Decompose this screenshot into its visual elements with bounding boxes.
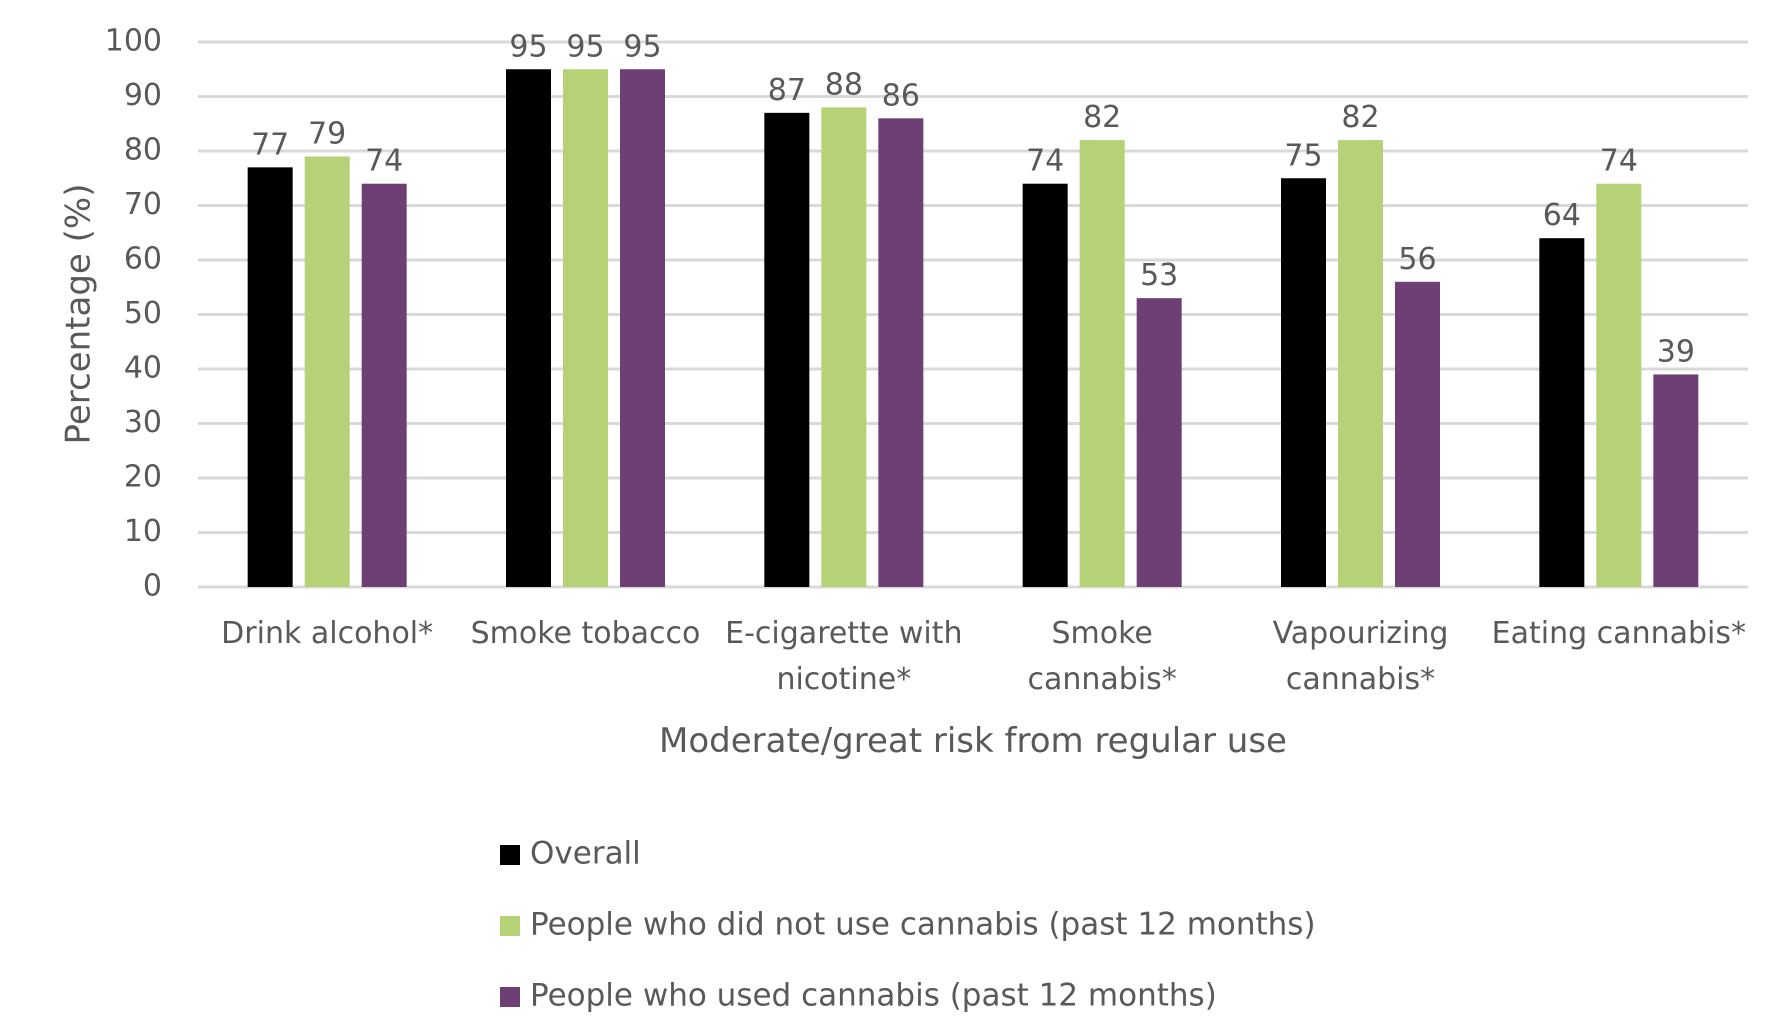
category-label-line: nicotine*	[776, 662, 911, 697]
y-tick-label: 70	[124, 187, 162, 222]
category-label: Eating cannabis*	[1492, 616, 1746, 651]
category-label-line: Smoke tobacco	[471, 616, 701, 651]
legend: Overall People who did not use cannabis (…	[500, 836, 1316, 1014]
bar-1-2	[506, 69, 551, 587]
y-tick-label: 20	[124, 460, 162, 495]
data-label: 87	[768, 73, 806, 108]
category-label-line: E-cigarette with	[725, 616, 962, 651]
y-tick-label: 30	[124, 405, 162, 440]
bar-3-6	[1653, 374, 1699, 587]
bar-1-4	[1022, 183, 1068, 587]
bar-1-3	[764, 112, 810, 587]
bar-2-2	[563, 69, 608, 587]
data-label: 77	[251, 127, 289, 162]
data-label: 95	[623, 29, 661, 64]
category-label: Vapourizing cannabis*	[1273, 616, 1449, 697]
data-labels: 77 79 74 95 95 95 87 88 86 74 82 53 75 82 56 64 74 39	[251, 29, 1695, 369]
data-label: 74	[365, 144, 403, 179]
legend-swatch	[500, 987, 520, 1007]
data-label: 75	[1284, 138, 1322, 173]
data-label: 39	[1657, 334, 1695, 369]
data-label: 53	[1140, 258, 1178, 293]
category-label-line: cannabis*	[1286, 662, 1435, 697]
y-tick-label: 10	[124, 514, 162, 549]
bars	[247, 69, 1699, 588]
bar-3-5	[1395, 281, 1440, 587]
y-tick-label: 90	[124, 78, 162, 113]
category-label: E-cigarette with nicotine*	[725, 616, 962, 697]
data-label: 64	[1543, 198, 1581, 233]
data-label: 88	[825, 67, 863, 102]
gridlines	[198, 40, 1748, 589]
data-label: 95	[566, 29, 604, 64]
bar-1-1	[247, 167, 293, 587]
bar-2-4	[1079, 140, 1125, 587]
legend-label: Overall	[530, 836, 641, 872]
y-tick-label: 60	[124, 242, 162, 277]
data-label: 82	[1083, 100, 1121, 135]
category-label: Smoke tobacco	[471, 616, 701, 651]
data-label: 95	[509, 29, 547, 64]
category-label: Drink alcohol*	[221, 616, 433, 651]
legend-swatch	[500, 845, 520, 865]
bar-1-5	[1281, 178, 1326, 587]
x-axis-categories: Drink alcohol* Smoke tobacco E-cigarette w…	[221, 616, 1746, 697]
y-tick-label: 100	[105, 24, 162, 59]
y-axis-title: Percentage (%)	[59, 184, 99, 445]
bar-1-6	[1539, 238, 1585, 587]
bar-3-1	[361, 183, 407, 587]
data-label: 86	[882, 78, 920, 113]
legend-swatch	[500, 916, 520, 936]
data-label: 79	[308, 116, 346, 151]
data-label: 56	[1398, 242, 1436, 277]
bar-2-1	[304, 156, 350, 587]
y-tick-label: 50	[124, 296, 162, 331]
category-label-line: Smoke	[1051, 616, 1152, 651]
x-axis-title: Moderate/great risk from regular use	[659, 721, 1287, 761]
data-label: 74	[1026, 144, 1064, 179]
bar-3-2	[620, 69, 665, 587]
category-label-line: Drink alcohol*	[221, 616, 433, 651]
bar-2-6	[1596, 183, 1642, 587]
category-label: Smoke cannabis*	[1028, 616, 1177, 697]
y-tick-label: 0	[143, 569, 162, 604]
category-label-line: cannabis*	[1028, 662, 1177, 697]
bar-2-5	[1338, 140, 1383, 587]
bar-3-3	[878, 118, 924, 588]
category-label-line: Eating cannabis*	[1492, 616, 1746, 651]
data-label: 74	[1600, 144, 1638, 179]
legend-label: People who did not use cannabis (past 12…	[530, 907, 1316, 943]
data-label: 82	[1341, 100, 1379, 135]
bar-3-4	[1136, 298, 1182, 587]
y-axis-ticks: 0 10 20 30 40 50 60 70 80 90 100	[105, 24, 162, 604]
category-label-line: Vapourizing	[1273, 616, 1449, 651]
legend-label: People who used cannabis (past 12 months…	[530, 978, 1217, 1014]
y-tick-label: 80	[124, 133, 162, 168]
y-tick-label: 40	[124, 351, 162, 386]
bar-2-3	[821, 107, 867, 588]
